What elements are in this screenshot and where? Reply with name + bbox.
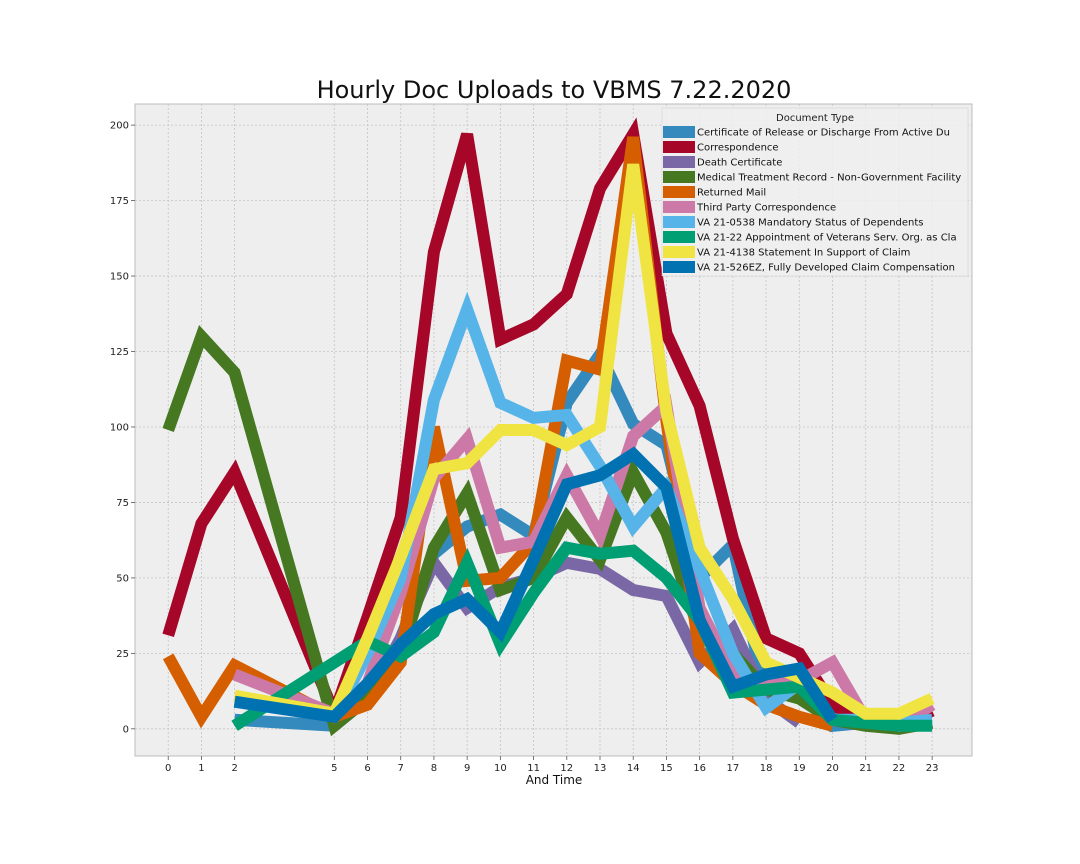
x-tick-label: 17 bbox=[726, 763, 739, 774]
x-tick-label: 5 bbox=[331, 763, 337, 774]
legend-label: Medical Treatment Record - Non-Governmen… bbox=[697, 173, 961, 184]
x-tick-label: 6 bbox=[364, 763, 370, 774]
legend-label: Third Party Correspondence bbox=[696, 203, 836, 214]
x-tick-label: 13 bbox=[594, 763, 607, 774]
legend-label: VA 21-4138 Statement In Support of Claim bbox=[697, 248, 910, 259]
legend-swatch bbox=[663, 261, 695, 273]
x-axis-ticks: 0 1 2 5 6 7 8 9 10 11 12 13 14 15 16 17 18 19 20 21 22 23 bbox=[165, 756, 939, 774]
legend-label: Certificate of Release or Discharge From… bbox=[697, 128, 950, 139]
y-tick-label: 100 bbox=[110, 422, 129, 433]
x-tick-label: 21 bbox=[859, 763, 872, 774]
legend-swatch bbox=[663, 156, 695, 168]
x-tick-label: 12 bbox=[560, 763, 573, 774]
legend-title: Document Type bbox=[776, 113, 854, 124]
legend-label: Returned Mail bbox=[697, 188, 766, 199]
y-axis-ticks: 0 25 50 75 100 125 150 175 200 bbox=[110, 121, 135, 735]
legend-swatch bbox=[663, 126, 695, 138]
legend-box bbox=[661, 107, 969, 277]
x-tick-label: 10 bbox=[494, 763, 507, 774]
x-tick-label: 11 bbox=[527, 763, 540, 774]
x-tick-label: 7 bbox=[398, 763, 404, 774]
x-tick-label: 0 bbox=[165, 763, 171, 774]
legend-label: VA 21-526EZ, Fully Developed Claim Compe… bbox=[697, 263, 955, 274]
x-tick-label: 1 bbox=[198, 763, 204, 774]
y-tick-label: 150 bbox=[110, 272, 129, 283]
legend-label: Death Certificate bbox=[697, 158, 782, 169]
legend: Document Type Certificate of Release or … bbox=[661, 107, 969, 277]
legend-swatch bbox=[663, 231, 695, 243]
series-line-9 bbox=[233, 163, 935, 721]
legend-swatch bbox=[663, 171, 695, 183]
x-tick-label: 18 bbox=[760, 763, 773, 774]
x-tick-label: 20 bbox=[826, 763, 839, 774]
x-tick-label: 15 bbox=[660, 763, 673, 774]
series-line-10 bbox=[233, 446, 838, 724]
x-tick-label: 16 bbox=[693, 763, 706, 774]
legend-label: Correspondence bbox=[697, 143, 779, 154]
chart-title: Hourly Doc Uploads to VBMS 7.22.2020 bbox=[317, 76, 792, 104]
x-tick-label: 22 bbox=[893, 763, 906, 774]
y-tick-label: 0 bbox=[123, 724, 129, 735]
legend-items: Certificate of Release or Discharge From… bbox=[663, 126, 961, 274]
y-tick-label: 25 bbox=[116, 649, 129, 660]
y-tick-label: 200 bbox=[110, 121, 129, 132]
x-axis-label: And Time bbox=[526, 773, 583, 787]
y-tick-label: 75 bbox=[116, 498, 129, 509]
legend-swatch bbox=[663, 246, 695, 258]
x-tick-label: 2 bbox=[231, 763, 237, 774]
x-tick-label: 14 bbox=[627, 763, 640, 774]
legend-label: VA 21-0538 Mandatory Status of Dependent… bbox=[697, 218, 924, 229]
legend-swatch bbox=[663, 141, 695, 153]
x-tick-label: 23 bbox=[926, 763, 939, 774]
legend-swatch bbox=[663, 186, 695, 198]
x-tick-label: 9 bbox=[464, 763, 470, 774]
legend-label: VA 21-22 Appointment of Veterans Serv. O… bbox=[697, 233, 957, 244]
y-tick-label: 50 bbox=[116, 573, 129, 584]
y-tick-label: 125 bbox=[110, 347, 129, 358]
legend-swatch bbox=[663, 201, 695, 213]
legend-swatch bbox=[663, 216, 695, 228]
x-tick-label: 8 bbox=[431, 763, 437, 774]
y-tick-label: 175 bbox=[110, 196, 129, 207]
x-tick-label: 19 bbox=[793, 763, 806, 774]
series-lines bbox=[162, 117, 936, 737]
